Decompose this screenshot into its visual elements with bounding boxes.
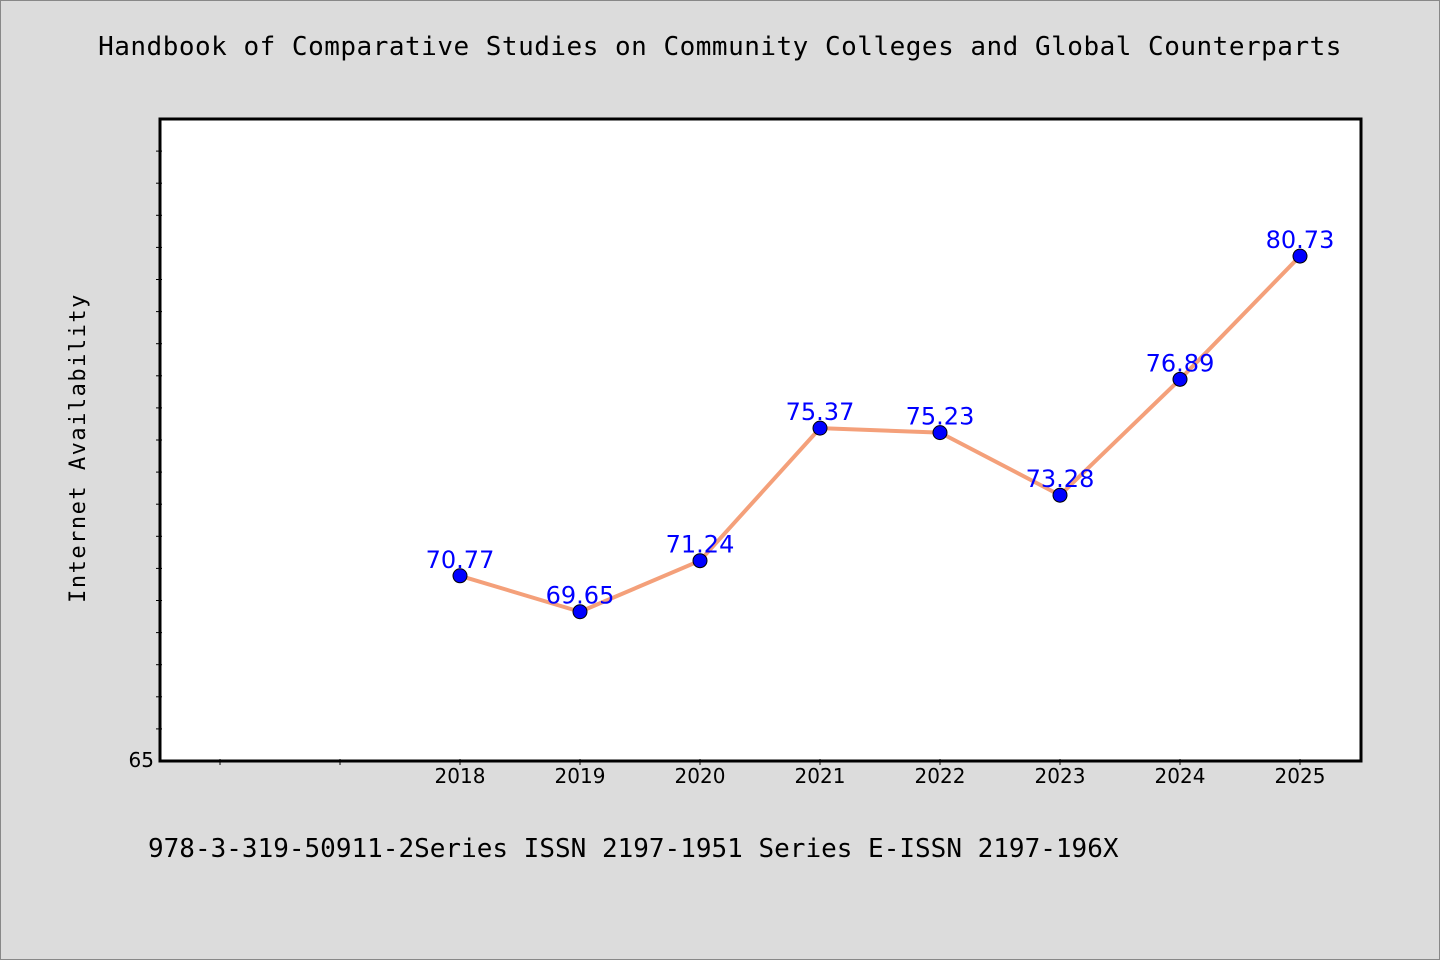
data-label: 80.73 xyxy=(1266,226,1335,254)
data-label: 75.23 xyxy=(906,403,975,431)
y-axis-ticks xyxy=(156,150,162,730)
data-label: 69.65 xyxy=(546,582,615,610)
y-tick-label: 65 xyxy=(129,748,154,772)
series-markers xyxy=(452,248,1308,620)
data-point xyxy=(812,420,828,436)
x-axis-tick-labels: 2018 2019 2020 2021 2022 2023 2024 2025 xyxy=(435,764,1326,788)
series-line xyxy=(458,254,1302,614)
data-label: 71.24 xyxy=(666,531,735,559)
data-labels: 70.77 69.65 71.24 75.37 75.23 73.28 76.89 80.73 xyxy=(426,226,1335,610)
data-point xyxy=(1172,371,1188,387)
data-label: 73.28 xyxy=(1026,465,1095,493)
x-tick-label: 2022 xyxy=(915,764,966,788)
data-label: 70.77 xyxy=(426,546,495,574)
data-label: 76.89 xyxy=(1146,349,1215,377)
x-tick-label: 2021 xyxy=(795,764,846,788)
x-tick-label: 2025 xyxy=(1275,764,1326,788)
x-tick-label: 2020 xyxy=(675,764,726,788)
x-tick-label: 2018 xyxy=(435,764,486,788)
x-tick-label: 2023 xyxy=(1035,764,1086,788)
data-point xyxy=(1292,248,1308,264)
data-point xyxy=(692,553,708,569)
footer-isbn-text: 978-3-319-50911-2Series ISSN 2197-1951 S… xyxy=(148,834,1119,864)
data-point xyxy=(1052,487,1068,503)
y-axis-tick-labels: 65 xyxy=(129,748,154,772)
chart-title: Handbook of Comparative Studies on Commu… xyxy=(98,32,1342,62)
plot-area xyxy=(158,117,1363,763)
x-tick-label: 2024 xyxy=(1155,764,1206,788)
data-point xyxy=(572,604,588,620)
x-tick-label: 2019 xyxy=(555,764,606,788)
data-point xyxy=(932,425,948,441)
x-axis-ticks xyxy=(219,759,1301,765)
data-label: 75.37 xyxy=(786,398,855,426)
y-axis-label: Internet Availability xyxy=(66,293,91,603)
data-point xyxy=(452,568,468,584)
